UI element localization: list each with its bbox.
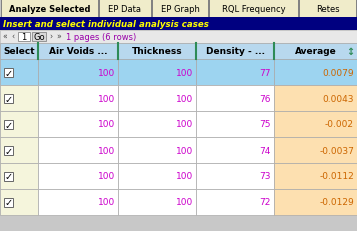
Text: 100: 100: [98, 172, 115, 181]
Text: 100: 100: [176, 94, 193, 103]
Text: ✓: ✓: [4, 146, 12, 156]
Text: 100: 100: [176, 146, 193, 155]
Bar: [38, 189, 118, 215]
Text: 100: 100: [176, 120, 193, 129]
Text: ›: ›: [49, 33, 52, 42]
Bar: [32, 33, 46, 42]
Bar: [196, 44, 274, 60]
Bar: [38, 86, 118, 112]
Bar: [274, 86, 357, 112]
Text: ✓: ✓: [4, 120, 12, 130]
Bar: [1, 0, 98, 18]
Text: Thickness: Thickness: [132, 47, 182, 56]
Bar: [274, 112, 357, 137]
Bar: [274, 189, 357, 215]
Bar: [38, 112, 118, 137]
Bar: [118, 189, 196, 215]
Text: ✓: ✓: [4, 172, 12, 182]
Bar: [4, 172, 13, 181]
Text: 0.0043: 0.0043: [322, 94, 354, 103]
Text: Density - ...: Density - ...: [206, 47, 265, 56]
Bar: [4, 68, 13, 77]
Text: 77: 77: [260, 68, 271, 77]
Bar: [274, 44, 357, 60]
Text: Go: Go: [33, 33, 45, 42]
Text: 100: 100: [176, 172, 193, 181]
Text: 0.0079: 0.0079: [322, 68, 354, 77]
Bar: [118, 112, 196, 137]
Text: ✓: ✓: [4, 198, 12, 208]
Text: 100: 100: [98, 198, 115, 207]
Text: Retes: Retes: [316, 4, 339, 13]
Text: 74: 74: [260, 146, 271, 155]
Text: EP Data: EP Data: [109, 4, 141, 13]
Text: 100: 100: [176, 68, 193, 77]
Bar: [0, 44, 38, 60]
Bar: [274, 163, 357, 189]
Text: 100: 100: [176, 198, 193, 207]
Bar: [4, 146, 13, 155]
Text: ✓: ✓: [4, 94, 12, 104]
Bar: [152, 0, 208, 18]
Bar: [4, 198, 13, 207]
Bar: [0, 31, 357, 44]
Text: Average: Average: [295, 47, 336, 56]
Text: 100: 100: [98, 146, 115, 155]
Text: 76: 76: [260, 94, 271, 103]
Bar: [209, 0, 298, 18]
Bar: [118, 163, 196, 189]
Bar: [0, 163, 38, 189]
Bar: [118, 60, 196, 86]
Bar: [0, 137, 38, 163]
Bar: [299, 0, 356, 18]
Text: «: «: [2, 33, 7, 42]
Bar: [38, 163, 118, 189]
Text: 72: 72: [260, 198, 271, 207]
Text: 100: 100: [98, 68, 115, 77]
Text: 100: 100: [98, 120, 115, 129]
Bar: [0, 60, 38, 86]
Bar: [38, 60, 118, 86]
Text: ↕: ↕: [346, 47, 354, 57]
Bar: [0, 86, 38, 112]
Text: ✓: ✓: [4, 68, 12, 78]
Bar: [196, 60, 274, 86]
Bar: [118, 44, 196, 60]
Text: 100: 100: [98, 94, 115, 103]
Text: »: »: [57, 33, 61, 42]
Text: -0.0037: -0.0037: [319, 146, 354, 155]
Text: ‹: ‹: [11, 33, 15, 42]
Text: Analyze Selected: Analyze Selected: [9, 4, 90, 13]
Bar: [38, 137, 118, 163]
Bar: [4, 120, 13, 129]
Text: EP Graph: EP Graph: [161, 4, 200, 13]
Bar: [274, 137, 357, 163]
Text: 73: 73: [260, 172, 271, 181]
Text: Air Voids ...: Air Voids ...: [49, 47, 107, 56]
Text: 75: 75: [260, 120, 271, 129]
Bar: [196, 137, 274, 163]
Bar: [118, 86, 196, 112]
Text: 1 pages (6 rows): 1 pages (6 rows): [66, 33, 136, 42]
Bar: [38, 44, 118, 60]
Bar: [196, 86, 274, 112]
Text: 1: 1: [21, 33, 27, 42]
Bar: [196, 189, 274, 215]
Text: -0.002: -0.002: [325, 120, 354, 129]
Bar: [118, 137, 196, 163]
Bar: [0, 189, 38, 215]
Bar: [196, 163, 274, 189]
Bar: [4, 94, 13, 103]
Text: Select: Select: [3, 47, 35, 56]
Bar: [99, 0, 151, 18]
Bar: [196, 112, 274, 137]
Bar: [18, 33, 30, 42]
Bar: [0, 112, 38, 137]
Text: -0.0112: -0.0112: [319, 172, 354, 181]
Text: -0.0129: -0.0129: [319, 198, 354, 207]
Bar: [274, 60, 357, 86]
Bar: [0, 18, 357, 31]
Text: RQL Frequency: RQL Frequency: [222, 4, 285, 13]
Text: Insert and select individual analysis cases: Insert and select individual analysis ca…: [3, 20, 209, 29]
